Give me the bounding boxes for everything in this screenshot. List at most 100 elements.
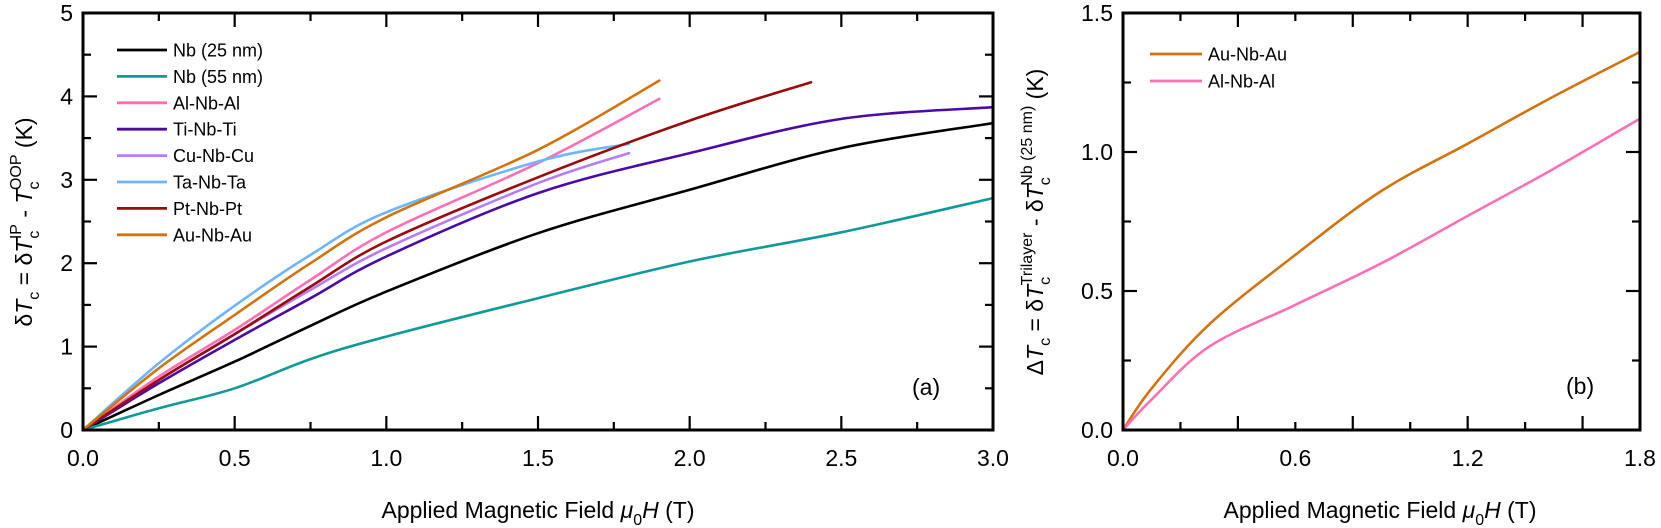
label-segment: T <box>1022 183 1048 199</box>
label-segment: (K) <box>1022 69 1048 106</box>
label-segment: μ <box>1462 497 1476 523</box>
x-tick-label: 2.5 <box>825 445 857 471</box>
legend-label: Pt-Nb-Pt <box>173 199 242 219</box>
label-segment: (K) <box>11 117 37 154</box>
x-axis-title: Applied Magnetic Field μ0H (T) <box>382 497 695 528</box>
label-segment: c <box>1037 277 1054 285</box>
panel-b-chart: 0.0 0.6 1.2 1.8 0.0 0.5 1.0 1.5 Applied Magnetic… <box>1019 0 1656 528</box>
y-axis-title: ΔTc = δTcTrilayer - δTcNb (25 nm) (K) <box>1019 69 1054 376</box>
label-segment: IP <box>8 224 25 239</box>
x-tick-label: 1.8 <box>1624 445 1656 471</box>
plot-frame <box>1121 11 1642 432</box>
label-segment: c <box>1037 338 1054 346</box>
x-tick-label: 0.5 <box>219 445 251 471</box>
series-line-ta-nb-ta <box>81 142 631 432</box>
label-segment: c <box>26 292 43 300</box>
legend-item: Ta-Nb-Ta <box>117 173 247 193</box>
x-axis-title: Applied Magnetic Field μ0H (T) <box>1224 497 1537 528</box>
label-segment: = <box>11 266 37 292</box>
plot-frame <box>81 11 995 432</box>
label-segment: Δ <box>1022 360 1048 375</box>
x-tick-label: 3.0 <box>977 445 1009 471</box>
legend-item: Nb (55 nm) <box>117 67 263 87</box>
x-tick-label: 1.5 <box>522 445 554 471</box>
label-segment: δ <box>11 253 37 266</box>
label-segment: 0 <box>633 512 642 528</box>
label-segment: OOP <box>8 154 25 190</box>
legend-item: Al-Nb-Al <box>1150 72 1275 92</box>
label-segment: - <box>11 204 37 224</box>
label-segment: T <box>11 237 37 253</box>
legend-item: Cu-Nb-Cu <box>117 146 254 166</box>
label-segment: c <box>26 182 43 190</box>
x-tick-label: 0.0 <box>67 445 99 471</box>
panel-label: (a) <box>912 374 940 400</box>
y-tick-label: 4 <box>60 83 73 109</box>
y-tick-label: 0 <box>60 417 73 443</box>
legend-label: Al-Nb-Al <box>1208 72 1275 92</box>
label-segment: (T) <box>659 497 695 523</box>
series-line-ti-nb-ti <box>81 105 995 432</box>
legend-label: Ta-Nb-Ta <box>173 173 247 193</box>
label-segment: - δ <box>1022 199 1048 232</box>
legend-label: Al-Nb-Al <box>173 93 240 113</box>
legend-label: Nb (55 nm) <box>173 67 263 87</box>
label-segment: Trilayer <box>1019 232 1036 285</box>
label-segment: = <box>1022 312 1048 338</box>
legend-label: Nb (25 nm) <box>173 41 263 61</box>
y-tick-label: 5 <box>60 0 73 26</box>
legend: Au-Nb-Au Al-Nb-Al <box>1150 45 1287 92</box>
legend-label: Cu-Nb-Cu <box>173 146 254 166</box>
label-segment: δ <box>11 314 37 327</box>
y-tick-label: 0.0 <box>1081 417 1113 443</box>
label-segment: H <box>642 497 659 523</box>
series-line-cu-nb-cu <box>81 151 631 432</box>
legend-item: Al-Nb-Al <box>117 93 240 113</box>
y-axis-title: δTc = δTcIP - TcOOP (K) <box>8 117 43 326</box>
label-segment: T <box>11 298 37 314</box>
x-tick-label: 1.2 <box>1452 445 1484 471</box>
y-tick-label: 2 <box>60 250 73 276</box>
y-tick-label: 1.0 <box>1081 139 1113 165</box>
label-segment: c <box>26 231 43 239</box>
series-line-nb-55-nm- <box>81 196 995 432</box>
legend-label: Ti-Nb-Ti <box>173 120 237 140</box>
legend-item: Au-Nb-Au <box>117 225 252 245</box>
label-segment: μ <box>620 497 634 523</box>
label-segment: (T) <box>1501 497 1537 523</box>
y-tick-label: 1 <box>60 334 73 360</box>
y-tick-label: 1.5 <box>1081 0 1113 26</box>
legend-item: Au-Nb-Au <box>1150 45 1287 65</box>
x-tick-label: 0.6 <box>1279 445 1311 471</box>
legend-item: Pt-Nb-Pt <box>117 199 242 219</box>
series-line-pt-nb-pt <box>81 80 813 432</box>
label-segment: Applied Magnetic Field <box>1224 497 1463 523</box>
panel-a-chart: 0.0 0.5 1.0 1.5 2.0 2.5 3.0 0 1 2 3 4 5 Applied Magne… <box>8 0 1009 528</box>
label-segment: c <box>1037 177 1054 185</box>
series-line-au-nb-au <box>81 79 661 432</box>
label-segment: T <box>11 188 37 204</box>
y-tick-label: 3 <box>60 167 73 193</box>
label-segment: 0 <box>1475 512 1484 528</box>
y-tick-label: 0.5 <box>1081 278 1113 304</box>
label-segment: H <box>1484 497 1501 523</box>
legend-item: Ti-Nb-Ti <box>117 120 237 140</box>
series-line-nb-25-nm- <box>81 121 995 432</box>
legend-item: Nb (25 nm) <box>117 41 263 61</box>
x-tick-label: 1.0 <box>370 445 402 471</box>
x-tick-label: 0.0 <box>1107 445 1139 471</box>
label-segment: Nb (25 nm) <box>1019 106 1036 186</box>
legend: Nb (25 nm) Nb (55 nm) Al-Nb-Al Ti-Nb-Ti Cu-N… <box>117 41 263 245</box>
axis-ticks <box>1121 11 1642 432</box>
label-segment: T <box>1022 344 1048 360</box>
panel-label: (b) <box>1566 373 1594 399</box>
x-tick-label: 2.0 <box>674 445 706 471</box>
label-segment: δ <box>1022 299 1048 312</box>
series-line-al-nb-al <box>1121 117 1642 432</box>
label-segment: Applied Magnetic Field <box>382 497 621 523</box>
series-line-au-nb-au <box>1121 50 1642 432</box>
legend-label: Au-Nb-Au <box>173 225 252 245</box>
legend-label: Au-Nb-Au <box>1208 45 1287 65</box>
label-segment: T <box>1022 283 1048 299</box>
